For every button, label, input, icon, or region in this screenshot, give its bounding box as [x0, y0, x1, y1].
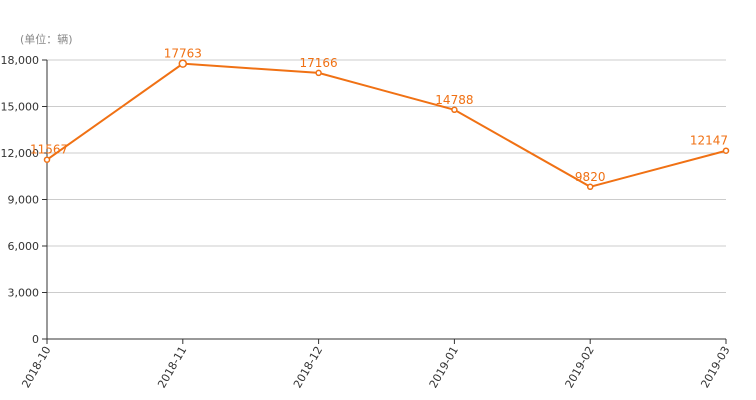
data-point[interactable] [315, 69, 322, 77]
x-axis-ticks: 2018-10 2018-11 2018-12 2019-01 2019-02 2019-… [19, 339, 733, 390]
y-tick-label: 6,000 [8, 240, 40, 253]
data-point[interactable] [43, 156, 51, 163]
data-point[interactable] [178, 59, 188, 68]
series-line [46, 62, 727, 188]
y-tick-label: 0 [32, 333, 39, 346]
x-tick-label: 2018-12 [291, 344, 325, 390]
y-tick-label: 9,000 [8, 194, 40, 207]
data-label: 12147 [690, 134, 728, 148]
data-label: 9820 [575, 170, 606, 184]
x-tick-label: 2019-03 [698, 344, 732, 390]
data-label: 14788 [435, 93, 473, 107]
x-tick-label: 2019-02 [563, 344, 597, 390]
unit-label: (单位：辆) [20, 32, 73, 46]
y-tick-label: 18,000 [1, 54, 40, 67]
y-tick-label: 12,000 [1, 147, 40, 160]
x-tick-label: 2019-01 [427, 344, 461, 390]
data-labels: 11567 17763 17166 14788 9820 12147 [30, 47, 728, 184]
y-axis-ticks: 0 3,000 6,000 9,000 12,000 15,000 18,000 [1, 54, 47, 346]
data-label: 11567 [30, 143, 68, 157]
y-tick-label: 3,000 [8, 287, 40, 300]
data-point[interactable] [586, 183, 594, 191]
y-tick-label: 15,000 [1, 101, 40, 114]
grid-lines [47, 59, 726, 293]
x-tick-label: 2018-10 [19, 344, 53, 390]
data-label: 17166 [300, 56, 338, 70]
x-tick-label: 2018-11 [155, 344, 189, 390]
data-point[interactable] [722, 147, 730, 154]
data-point[interactable] [451, 106, 458, 114]
data-points [43, 59, 730, 191]
data-label: 17763 [164, 47, 202, 61]
